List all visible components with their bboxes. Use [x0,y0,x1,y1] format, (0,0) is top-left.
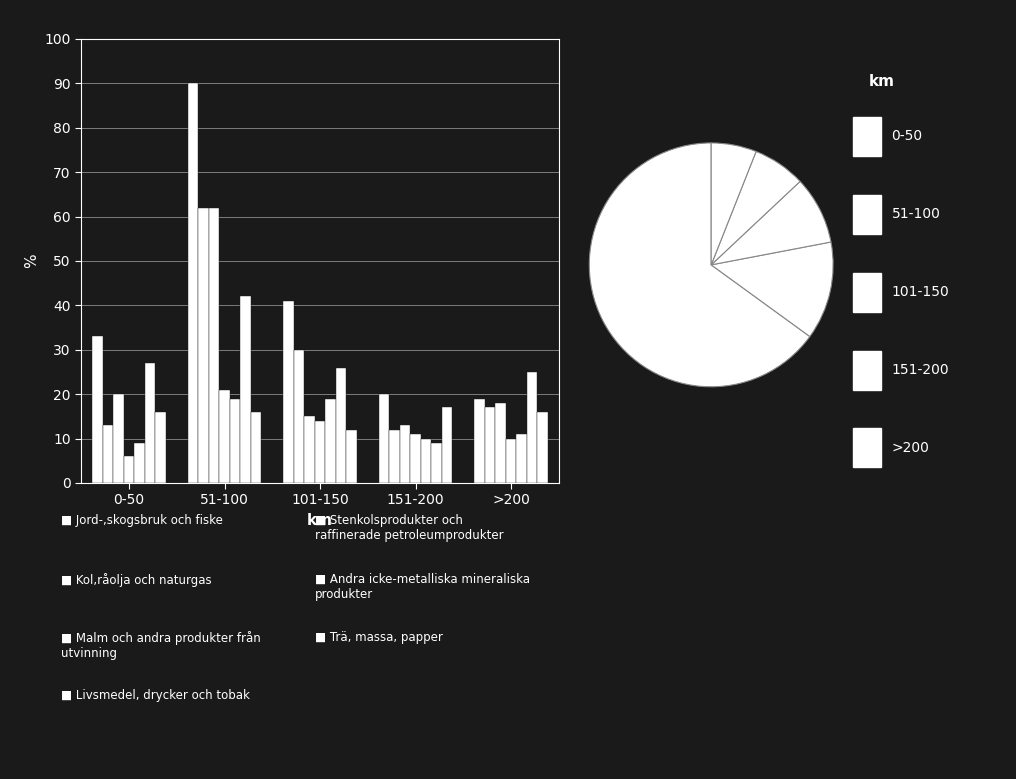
Bar [241,297,251,483]
Bar [103,425,113,483]
Text: 51-100: 51-100 [892,207,941,221]
Text: 0-50: 0-50 [892,129,923,143]
Wedge shape [711,242,833,337]
Bar [251,412,261,483]
Bar [198,208,208,483]
Bar [134,443,145,483]
Bar [410,434,421,483]
Bar [294,350,304,483]
Bar [346,430,357,483]
Text: >200: >200 [892,441,930,455]
Bar [495,403,506,483]
Bar [506,439,516,483]
Bar [315,421,325,483]
Bar [208,208,219,483]
Bar [432,443,442,483]
Text: km: km [869,74,895,89]
X-axis label: km: km [307,513,333,528]
Text: ■ Stenkolsprodukter och
raffinerade petroleumprodukter: ■ Stenkolsprodukter och raffinerade petr… [315,514,504,542]
Bar [853,273,881,312]
Bar [155,412,166,483]
Bar [442,407,452,483]
Bar [188,83,198,483]
Wedge shape [711,143,756,265]
Bar [219,390,230,483]
Bar [516,434,527,483]
Bar [113,394,124,483]
Text: ■ Trä, massa, papper: ■ Trä, massa, papper [315,631,443,644]
Bar [124,456,134,483]
Bar [283,301,294,483]
Bar [537,412,548,483]
Bar [145,363,155,483]
Bar [92,337,103,483]
Bar [421,439,432,483]
Bar [853,351,881,390]
Text: 101-150: 101-150 [892,285,949,299]
Bar [853,195,881,234]
Bar [336,368,346,483]
Text: ■ Jord-,skogsbruk och fiske: ■ Jord-,skogsbruk och fiske [61,514,223,527]
Bar [485,407,495,483]
Wedge shape [711,151,800,265]
Text: ■ Malm och andra produkter från
utvinning: ■ Malm och andra produkter från utvinnin… [61,631,261,660]
Bar [325,399,336,483]
Bar [853,117,881,156]
Text: 151-200: 151-200 [892,363,949,377]
Bar [230,399,241,483]
Text: ■ Andra icke-metalliska mineraliska
produkter: ■ Andra icke-metalliska mineraliska prod… [315,573,530,601]
Bar [853,428,881,467]
Text: ■ Kol,råolja och naturgas: ■ Kol,råolja och naturgas [61,573,211,587]
Bar [304,416,315,483]
Bar [399,425,410,483]
Y-axis label: %: % [24,254,39,268]
Bar [389,430,399,483]
Bar [527,372,537,483]
Wedge shape [589,143,810,387]
Bar [379,394,389,483]
Text: ■ Livsmedel, drycker och tobak: ■ Livsmedel, drycker och tobak [61,689,250,703]
Wedge shape [711,182,831,265]
Bar [474,399,485,483]
